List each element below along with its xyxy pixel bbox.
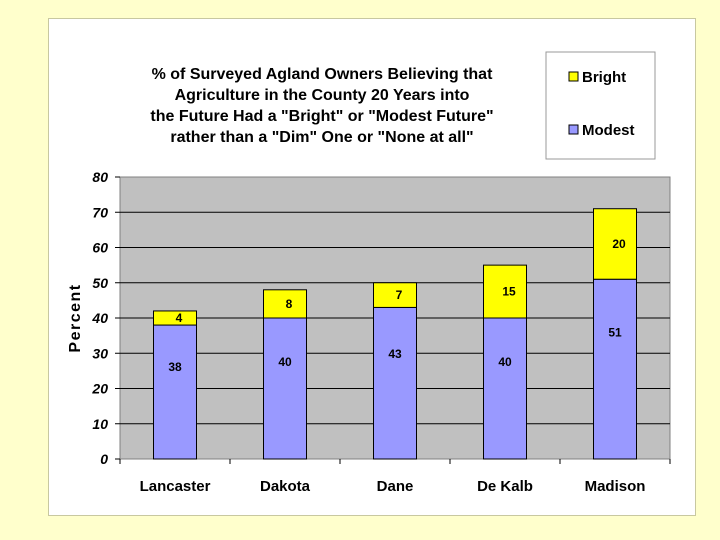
data-label-bright-lancaster: 4 <box>176 311 183 325</box>
x-category-label-dane: Dane <box>377 478 414 495</box>
legend-swatch-bright <box>568 71 579 82</box>
data-label-modest-dane: 43 <box>388 347 402 361</box>
y-tick-label-60: 60 <box>92 240 108 256</box>
y-tick-label-0: 0 <box>100 451 108 467</box>
bar-bright-lancaster <box>153 310 197 326</box>
data-label-bright-dakota: 8 <box>286 297 293 311</box>
stacked-bar-chart: % of Surveyed Agland Owners Believing th… <box>67 51 671 495</box>
bar-bright-dakota <box>263 289 307 319</box>
y-tick-label-20: 20 <box>91 381 108 397</box>
data-label-bright-dane: 7 <box>396 288 403 302</box>
y-tick-label-50: 50 <box>92 275 108 291</box>
chart-title-line-1: % of Surveyed Agland Owners Believing th… <box>152 66 493 83</box>
chart-title-line-2: Agriculture in the County 20 Years into <box>175 87 470 104</box>
bar-bright-de-kalb <box>483 264 527 319</box>
y-tick-label-10: 10 <box>92 416 108 432</box>
chart-title-line-3: the Future Had a "Bright" or "Modest Fut… <box>150 108 493 125</box>
bar-bright-dane <box>373 282 417 308</box>
chart-title-line-4: rather than a "Dim" One or "None at all" <box>170 129 473 146</box>
x-category-label-lancaster: Lancaster <box>140 478 211 495</box>
bar-modest-madison <box>593 278 637 460</box>
legend-label-modest: Modest <box>582 122 635 139</box>
legend-label-bright: Bright <box>582 69 626 86</box>
chart-frame: % of Surveyed Agland Owners Believing th… <box>48 18 696 516</box>
y-tick-label-40: 40 <box>91 310 108 326</box>
y-tick-label-80: 80 <box>92 169 108 185</box>
bar-modest-dakota <box>263 317 307 460</box>
data-label-bright-de-kalb: 15 <box>502 285 516 299</box>
bar-modest-lancaster <box>153 324 197 460</box>
bar-bright-madison <box>593 208 637 280</box>
legend-box <box>545 51 656 160</box>
x-category-label-dakota: Dakota <box>260 478 311 495</box>
y-tick-label-70: 70 <box>92 204 108 220</box>
bar-modest-de-kalb <box>483 317 527 460</box>
y-tick-label-30: 30 <box>92 345 108 361</box>
data-label-modest-de-kalb: 40 <box>498 355 512 369</box>
x-category-label-de-kalb: De Kalb <box>477 478 533 495</box>
bar-modest-dane <box>373 306 417 460</box>
data-label-modest-lancaster: 38 <box>168 360 182 374</box>
data-label-bright-madison: 20 <box>612 237 626 251</box>
legend-swatch-modest <box>568 124 579 135</box>
data-label-modest-dakota: 40 <box>278 355 292 369</box>
x-category-label-madison: Madison <box>585 478 646 495</box>
data-label-modest-madison: 51 <box>608 325 622 339</box>
y-axis-title: Percent <box>67 283 84 352</box>
